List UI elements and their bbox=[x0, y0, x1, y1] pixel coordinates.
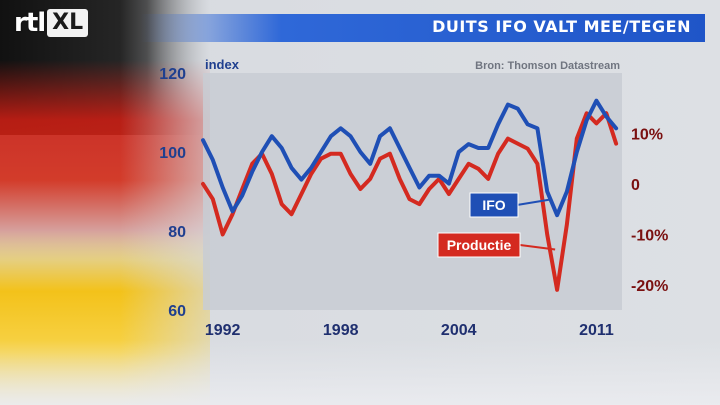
y-tick-right: 0 bbox=[631, 177, 640, 194]
productie-label: Productie bbox=[447, 237, 512, 253]
ifo-label-box bbox=[469, 192, 519, 218]
series-line-productie bbox=[201, 111, 619, 292]
chart-title: DUITS IFO VALT MEE/TEGEN bbox=[432, 17, 691, 36]
y-tick-left: 60 bbox=[168, 303, 186, 320]
x-tick: 1998 bbox=[323, 322, 359, 339]
y-tick-right: 10% bbox=[631, 127, 663, 144]
title-bar: DUITS IFO VALT MEE/TEGEN bbox=[140, 14, 705, 42]
series-line-ifo bbox=[201, 98, 619, 218]
y-tick-left: 100 bbox=[159, 145, 186, 162]
logo-rtl: rtl bbox=[14, 8, 46, 38]
ifo-label: IFO bbox=[482, 197, 505, 213]
x-tick: 2004 bbox=[441, 322, 477, 339]
ifo-callout-line bbox=[516, 198, 552, 206]
logo-xl: XL bbox=[47, 9, 89, 37]
productie-label-box bbox=[437, 232, 521, 258]
x-tick: 1992 bbox=[205, 322, 241, 339]
y-tick-right: -20% bbox=[631, 278, 668, 295]
y-tick-left: 80 bbox=[168, 224, 186, 241]
x-tick: 2011 bbox=[579, 322, 614, 339]
channel-logo: rtl XL bbox=[14, 8, 89, 38]
y-axis-label: index bbox=[205, 57, 240, 72]
y-tick-left: 120 bbox=[159, 66, 186, 83]
y-tick-right: -10% bbox=[631, 227, 668, 244]
backdrop-bottom bbox=[0, 340, 720, 405]
productie-callout-line bbox=[519, 244, 556, 251]
source-note: Bron: Thomson Datastream bbox=[475, 60, 620, 72]
